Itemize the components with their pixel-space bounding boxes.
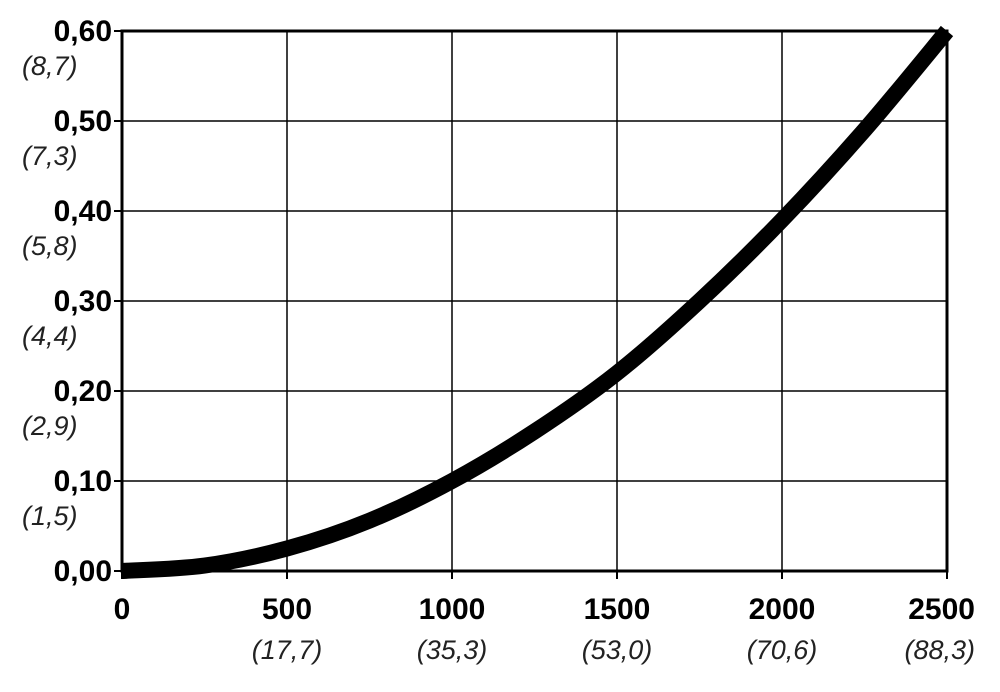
y-tick-sublabel: (7,3) (22, 141, 78, 171)
x-tick-label: 1500 (584, 593, 651, 626)
y-tick-sublabel: (8,7) (22, 51, 78, 81)
x-tick-sublabel: (35,3) (417, 635, 488, 665)
x-axis: 0 500 (17,7) 1000 (35,3) 1500 (53,0) 2000 (70,6)… (114, 571, 975, 665)
x-tick-label: 2000 (749, 593, 816, 626)
y-tick-label: 0,10 (54, 465, 112, 498)
x-tick-label: 500 (262, 593, 312, 626)
y-tick-label: 0,20 (54, 375, 112, 408)
x-tick-sublabel: (70,6) (747, 635, 818, 665)
y-tick-label: 0,00 (54, 555, 112, 588)
y-tick-sublabel: (5,8) (22, 231, 78, 261)
series-layer (121, 25, 954, 579)
x-tick-sublabel: (53,0) (582, 635, 653, 665)
grid (121, 30, 948, 572)
y-tick-sublabel: (1,5) (22, 501, 78, 531)
y-tick-label: 0,60 (54, 15, 112, 48)
series-line (121, 25, 954, 579)
x-tick-label: 0 (114, 593, 131, 626)
y-axis: 0,00 0,10(1,5) 0,20(2,9) 0,30(4,4) 0,40(5,8)… (22, 15, 122, 588)
x-tick-sublabel: (17,7) (252, 635, 323, 665)
y-tick-label: 0,40 (54, 195, 112, 228)
y-tick-label: 0,30 (54, 285, 112, 318)
x-tick-label: 2500 (908, 593, 975, 626)
y-tick-label: 0,50 (54, 105, 112, 138)
x-tick-sublabel: (88,3) (904, 635, 975, 665)
y-tick-sublabel: (4,4) (22, 321, 78, 351)
y-tick-sublabel: (2,9) (22, 411, 78, 441)
x-tick-label: 1000 (419, 593, 486, 626)
